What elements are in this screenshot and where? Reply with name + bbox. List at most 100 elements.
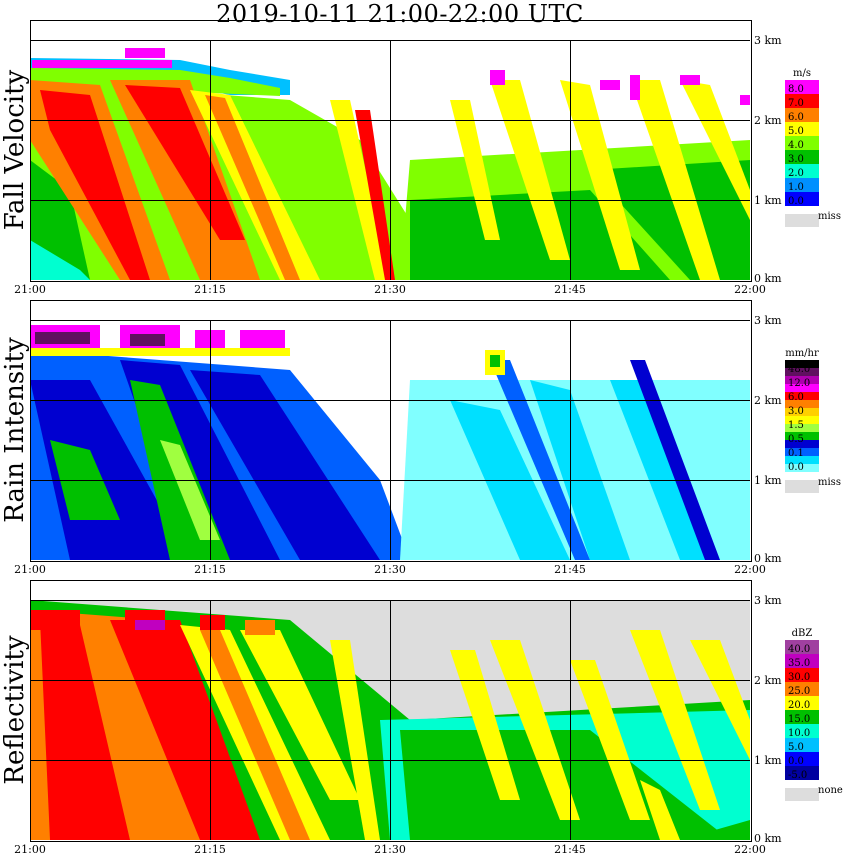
- colorbar-label: 25.0: [788, 686, 811, 697]
- colorbar-missing-label: miss: [818, 211, 841, 222]
- colorbar-swatch: [785, 682, 819, 696]
- colorbar-missing-swatch: [785, 480, 819, 493]
- reflectivity-ylabel: Reflectivity: [0, 635, 30, 785]
- colorbar-swatch: [785, 424, 819, 432]
- time-tick: 21:15: [194, 843, 226, 856]
- time-tick: 21:15: [194, 283, 226, 296]
- colorbar-label: 5.0: [788, 126, 804, 137]
- height-tick-2km: 2 km: [754, 114, 782, 127]
- colorbar-label: 48.0: [788, 364, 811, 375]
- height-tick-3km: 3 km: [754, 314, 782, 327]
- colorbar-swatch: [785, 724, 819, 738]
- colorbar-missing-swatch: [785, 788, 819, 801]
- height-tick-0km: 0 km: [754, 832, 782, 845]
- colorbar-missing-swatch: [785, 214, 819, 227]
- colorbar-unit: mm/hr: [785, 348, 819, 359]
- colorbar-missing-label: none: [818, 785, 843, 796]
- height-tick-3km: 3 km: [754, 34, 782, 47]
- colorbar-label: 3.0: [788, 406, 804, 417]
- page-title: 2019-10-11 21:00-22:00 UTC: [216, 0, 584, 28]
- colorbar-swatch: [785, 376, 819, 384]
- time-tick: 21:00: [14, 563, 46, 576]
- colorbar-label: -5.0: [788, 770, 808, 781]
- colorbar-unit: m/s: [793, 68, 811, 79]
- colorbar-swatch: [785, 668, 819, 682]
- colorbar-swatch: [785, 696, 819, 710]
- rain-intensity-ylabel: Rain Intensity: [0, 337, 30, 523]
- colorbar-swatch: [785, 368, 819, 376]
- colorbar-swatch: [785, 752, 819, 766]
- colorbar-label: 30.0: [788, 672, 811, 683]
- rain-intensity-heatmap: [30, 320, 750, 560]
- time-tick: 21:45: [554, 283, 586, 296]
- time-tick: 22:00: [734, 283, 766, 296]
- reflectivity-heatmap: [30, 600, 750, 840]
- colorbar-label: 6.0: [788, 112, 804, 123]
- time-tick: 21:30: [374, 843, 406, 856]
- colorbar-label: 0.0: [788, 462, 804, 473]
- time-tick: 21:00: [14, 283, 46, 296]
- colorbar-swatch: [785, 178, 819, 192]
- colorbar-swatch: [785, 122, 819, 136]
- colorbar-swatch: [785, 416, 819, 424]
- fall-velocity-heatmap: [30, 40, 750, 280]
- fall-velocity-ylabel: Fall Velocity: [0, 69, 30, 231]
- rain-intensity-plot: [30, 320, 750, 560]
- colorbar-swatch: [785, 164, 819, 178]
- colorbar-label: 3.0: [788, 154, 804, 165]
- time-tick: 22:00: [734, 843, 766, 856]
- colorbar-swatch: [785, 94, 819, 108]
- colorbar-label: 10.0: [788, 728, 811, 739]
- colorbar-label: 12.0: [788, 378, 811, 389]
- colorbar-unit: dBZ: [791, 628, 813, 639]
- height-tick-1km: 1 km: [754, 754, 782, 767]
- colorbar-label: 7.0: [788, 98, 804, 109]
- colorbar-swatch: [785, 448, 819, 456]
- colorbar-label: 8.0: [788, 84, 804, 95]
- colorbar-swatch: [785, 360, 819, 368]
- time-tick: 21:00: [14, 843, 46, 856]
- colorbar-swatch: [785, 392, 819, 400]
- colorbar-swatch: [785, 710, 819, 724]
- fall-velocity-plot: [30, 40, 750, 280]
- colorbar-swatch: [785, 464, 819, 472]
- reflectivity-plot: [30, 600, 750, 840]
- time-tick: 21:45: [554, 563, 586, 576]
- colorbar-label: 15.0: [788, 714, 811, 725]
- colorbar-swatch: [785, 738, 819, 752]
- colorbar-label: 0.5: [788, 434, 804, 445]
- colorbar-swatch: [785, 408, 819, 416]
- colorbar-swatch: [785, 136, 819, 150]
- colorbar-swatch: [785, 192, 819, 206]
- height-tick-2km: 2 km: [754, 394, 782, 407]
- time-tick: 21:45: [554, 843, 586, 856]
- colorbar-swatch: [785, 108, 819, 122]
- height-tick-1km: 1 km: [754, 194, 782, 207]
- colorbar-label: 35.0: [788, 658, 811, 669]
- colorbar-missing-label: miss: [818, 477, 841, 488]
- colorbar-swatch: [785, 654, 819, 668]
- colorbar-label: 0.0: [788, 196, 804, 207]
- colorbar-label: 1.5: [788, 420, 804, 431]
- colorbar-label: 40.0: [788, 644, 811, 655]
- colorbar-swatch: [785, 80, 819, 94]
- colorbar-swatch: [785, 150, 819, 164]
- colorbar-label: 0.1: [788, 448, 804, 459]
- height-tick-1km: 1 km: [754, 474, 782, 487]
- colorbar-swatch: [785, 766, 819, 780]
- colorbar-label: 6.0: [788, 392, 804, 403]
- colorbar-swatch: [785, 440, 819, 448]
- colorbar-swatch: [785, 384, 819, 392]
- time-tick: 22:00: [734, 563, 766, 576]
- colorbar-swatch: [785, 432, 819, 440]
- colorbar-swatch: [785, 400, 819, 408]
- height-tick-0km: 0 km: [754, 272, 782, 285]
- colorbar-label: 5.0: [788, 742, 804, 753]
- colorbar-label: 4.0: [788, 140, 804, 151]
- colorbar-label: 20.0: [788, 700, 811, 711]
- time-tick: 21:30: [374, 283, 406, 296]
- height-tick-3km: 3 km: [754, 594, 782, 607]
- height-tick-0km: 0 km: [754, 552, 782, 565]
- colorbar-label: 0.0: [788, 756, 804, 767]
- colorbar-label: 1.0: [788, 182, 804, 193]
